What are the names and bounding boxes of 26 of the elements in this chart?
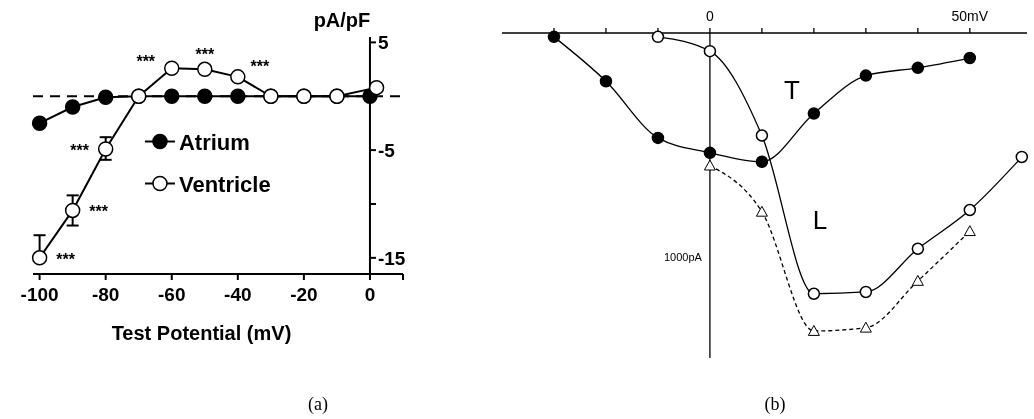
series-label: L bbox=[812, 204, 828, 235]
x-tick-label: -80 bbox=[91, 284, 120, 305]
x-tick-label: 0 bbox=[364, 284, 376, 305]
x-tick-label: -20 bbox=[290, 284, 318, 305]
x-tick-label: -100 bbox=[20, 284, 59, 305]
text: (a) bbox=[308, 394, 328, 415]
annotation: *** bbox=[250, 57, 270, 75]
annotation: *** bbox=[136, 53, 156, 71]
text: (b) bbox=[764, 394, 786, 415]
x-tick-label: 50mV bbox=[951, 8, 989, 24]
y-axis-title: pA/pF bbox=[313, 9, 371, 31]
legend-label: Ventricle bbox=[178, 171, 271, 197]
annotation: *** bbox=[56, 250, 76, 268]
annotation: *** bbox=[70, 142, 90, 160]
y-tick-label: -5 bbox=[377, 140, 396, 162]
x-axis-title: Test Potential (mV) bbox=[111, 322, 292, 344]
x-tick-label: -40 bbox=[224, 284, 252, 305]
annotation: 1000pA bbox=[663, 250, 703, 263]
annotation: *** bbox=[89, 203, 109, 221]
series-label: T bbox=[783, 75, 800, 106]
annotation: *** bbox=[195, 46, 215, 64]
x-tick-label: -60 bbox=[158, 284, 186, 305]
legend-label: Atrium bbox=[178, 129, 250, 155]
y-tick-label: 5 bbox=[377, 32, 389, 54]
y-tick-label: -15 bbox=[377, 247, 406, 269]
x-tick-label: 0 bbox=[706, 8, 715, 24]
